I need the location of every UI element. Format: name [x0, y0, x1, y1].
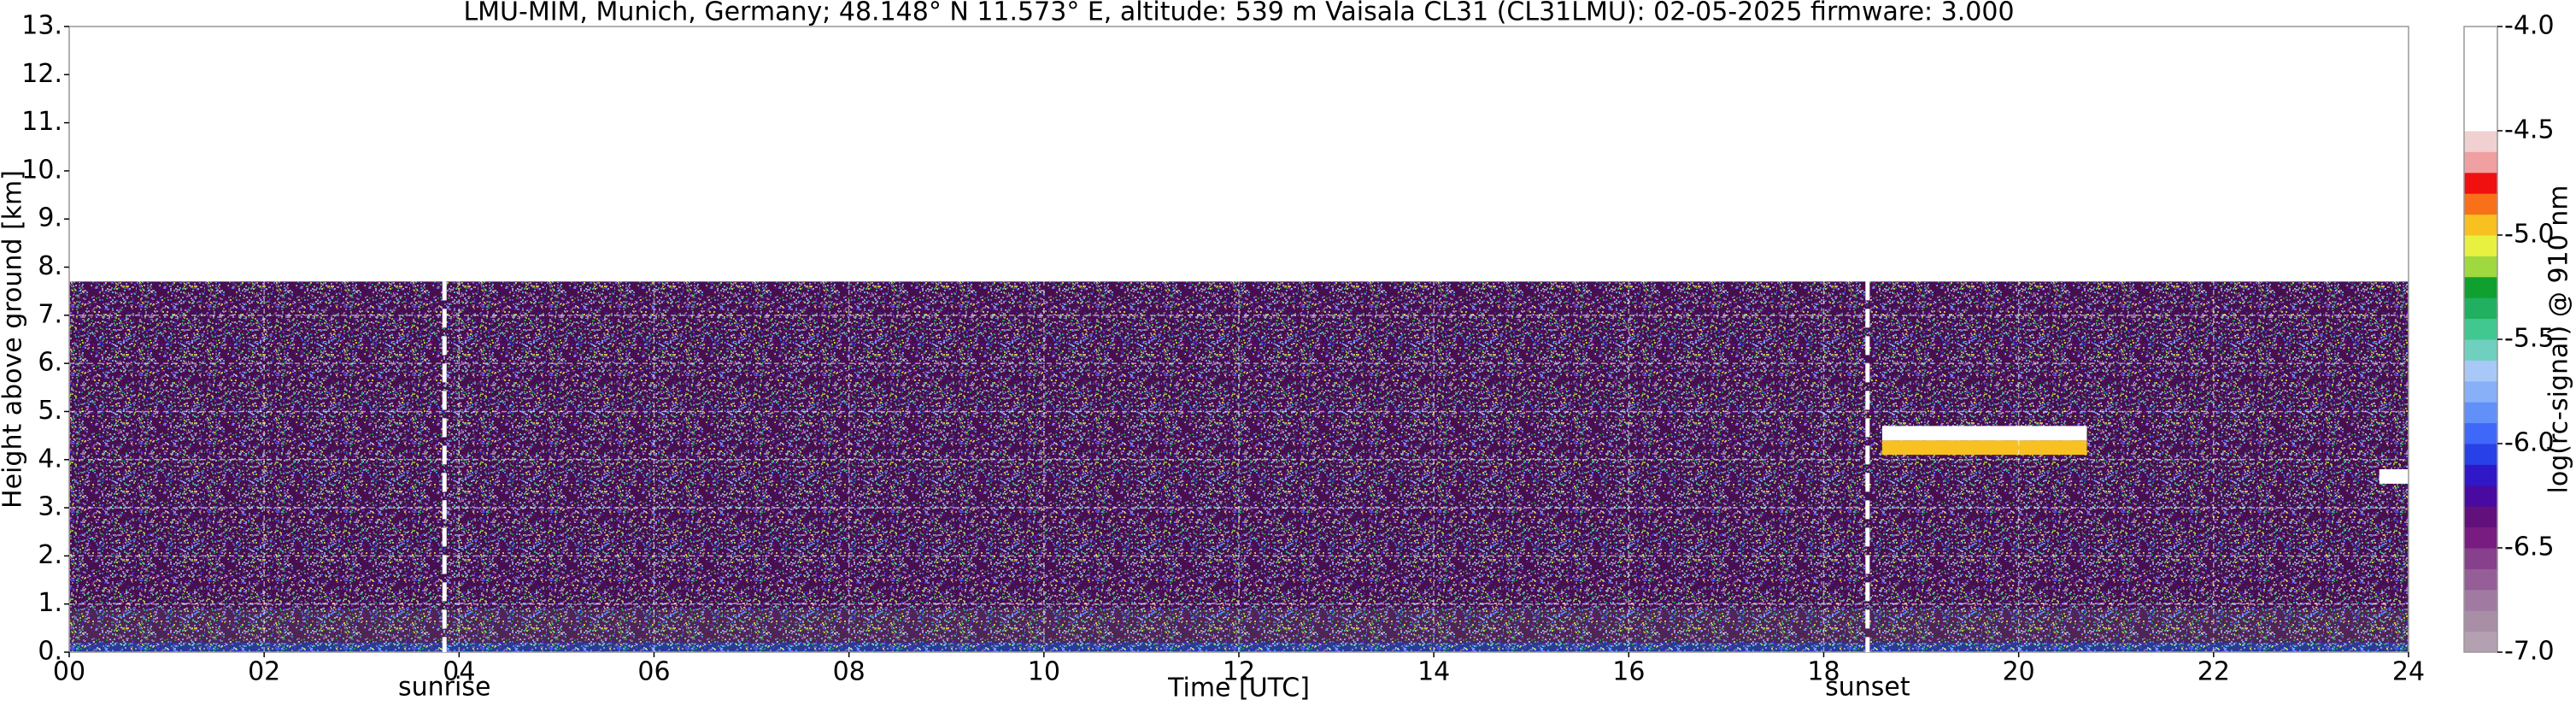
x-axis-label: Time [UTC] [1167, 674, 1310, 703]
colorbar-segment [2464, 318, 2497, 340]
colorbar-segment [2464, 444, 2497, 465]
colorbar-segment [2464, 276, 2497, 298]
colorbar-tick-label: -6.5 [2504, 532, 2555, 562]
y-tick-label: 6. [38, 348, 62, 378]
signal-region [2379, 469, 2409, 484]
noise-overlay [69, 281, 2409, 652]
signal-region [1881, 440, 2087, 456]
colorbar-segment [2464, 631, 2497, 653]
chart-title: LMU-MIM, Munich, Germany; 48.148° N 11.5… [463, 0, 2014, 27]
x-tick-label: 18 [1807, 657, 1840, 687]
x-tick-label: 22 [2198, 657, 2230, 687]
x-tick-label: 04 [443, 657, 475, 687]
colorbar-segment [2464, 548, 2497, 569]
colorbar-segment [2464, 464, 2497, 486]
x-tick-label: 00 [53, 657, 85, 687]
colorbar-segment [2464, 109, 2497, 132]
y-tick-label: 10. [21, 155, 62, 185]
colorbar-segment [2464, 172, 2497, 194]
colorbar-tick-label: -6.0 [2504, 428, 2555, 458]
x-tick-label: 14 [1417, 657, 1450, 687]
colorbar-segment [2464, 131, 2497, 152]
colorbar-segment [2464, 589, 2497, 611]
colorbar-segment [2464, 235, 2497, 256]
y-tick-label: 11. [21, 107, 62, 137]
colorbar-segment [2464, 47, 2497, 69]
colorbar-segment [2464, 256, 2497, 278]
x-tick-label: 20 [2003, 657, 2035, 687]
colorbar-segment [2464, 610, 2497, 632]
x-tick-label: 10 [1028, 657, 1060, 687]
y-tick-label: 0. [38, 637, 62, 667]
y-axis-label: Height above ground [km] [0, 170, 28, 509]
colorbar-segment [2464, 506, 2497, 528]
colorbar-segment [2464, 360, 2497, 382]
colorbar-segment [2464, 193, 2497, 215]
colorbar-segment [2464, 402, 2497, 424]
colorbar-tick-label: -4.0 [2504, 11, 2555, 41]
annotation-label: sunset [1825, 673, 1910, 703]
colorbar-segment [2464, 422, 2497, 444]
x-tick-label: 08 [833, 657, 866, 687]
y-tick-label: 12. [21, 59, 62, 89]
colorbar-tick-label: -5.5 [2504, 324, 2555, 354]
colorbar-segment [2464, 485, 2497, 507]
x-tick-label: 06 [637, 657, 670, 687]
signal-region [1881, 426, 2087, 441]
x-tick-label: 12 [1223, 657, 1255, 687]
y-tick-label: 3. [38, 492, 62, 522]
colorbar-segment [2464, 380, 2497, 403]
colorbar-segment [2464, 568, 2497, 591]
colorbar-segment [2464, 89, 2497, 111]
colorbar-label: log(rc-signal) @ 910 nm [2544, 185, 2574, 494]
colorbar-segment [2464, 297, 2497, 320]
colorbar-segment [2464, 527, 2497, 549]
colorbar-segment [2464, 214, 2497, 236]
colorbar-segment [2464, 151, 2497, 174]
x-tick-label: 24 [2392, 657, 2425, 687]
y-tick-label: 8. [38, 251, 62, 281]
annotation-label: sunrise [398, 673, 490, 703]
colorbar-segment [2464, 26, 2497, 48]
y-tick-label: 2. [38, 540, 62, 570]
colorbar-tick-label: -4.5 [2504, 115, 2555, 145]
y-tick-label: 9. [38, 203, 62, 233]
colorbar-segment [2464, 339, 2497, 361]
y-tick-label: 5. [38, 396, 62, 426]
colorbar-tick-label: -5.0 [2504, 220, 2555, 250]
x-tick-label: 16 [1612, 657, 1645, 687]
y-tick-label: 4. [38, 444, 62, 474]
y-tick-label: 1. [38, 588, 62, 618]
colorbar-segment [2464, 68, 2497, 90]
y-tick-label: 7. [38, 299, 62, 329]
colorbar-tick-label: -7.0 [2504, 637, 2555, 667]
y-tick-label: 13. [21, 11, 62, 41]
x-tick-label: 02 [248, 657, 280, 687]
